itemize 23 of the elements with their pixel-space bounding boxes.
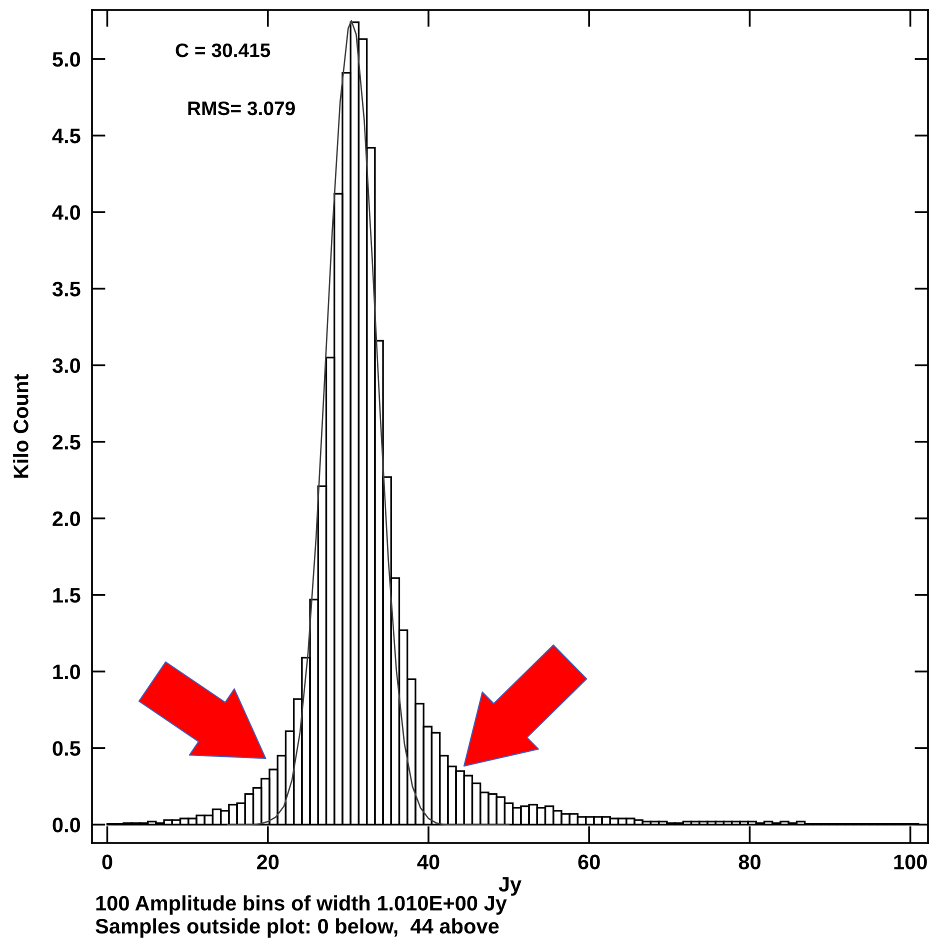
x-tick-label: 40 — [417, 854, 440, 870]
x-tick-label: 100 — [894, 854, 927, 870]
x-axis-title: Jy — [498, 877, 522, 896]
y-axis-title: Kilo Count — [13, 374, 28, 478]
text: Samples outside plot: 0 below, 44 above — [96, 918, 499, 938]
y-tick-label: 3.0 — [52, 358, 80, 374]
y-tick-label: 2.5 — [52, 434, 80, 450]
x-tick-label: 0 — [102, 854, 112, 870]
text: 100 Amplitude bins of width 1.010E+00 Jy — [96, 895, 507, 915]
annotation: C = 30.415 — [176, 43, 270, 58]
annotation: RMS= 3.079 — [188, 101, 295, 116]
y-tick-label: 0.5 — [52, 741, 80, 756]
x-tick-label: 60 — [578, 854, 600, 870]
y-tick-label: 0.0 — [52, 818, 80, 832]
y-tick-label: 5.0 — [52, 52, 80, 67]
y-tick-label: 3.5 — [52, 282, 80, 296]
y-tick-label: 4.5 — [52, 128, 80, 144]
y-tick-label: 1.5 — [53, 588, 80, 603]
x-tick-label: 80 — [738, 854, 760, 870]
y-tick-label: 1.0 — [53, 664, 80, 680]
y-tick-label: 2.0 — [52, 511, 80, 526]
x-tick-label: 20 — [257, 854, 279, 870]
y-tick-label: 4.0 — [52, 205, 80, 220]
